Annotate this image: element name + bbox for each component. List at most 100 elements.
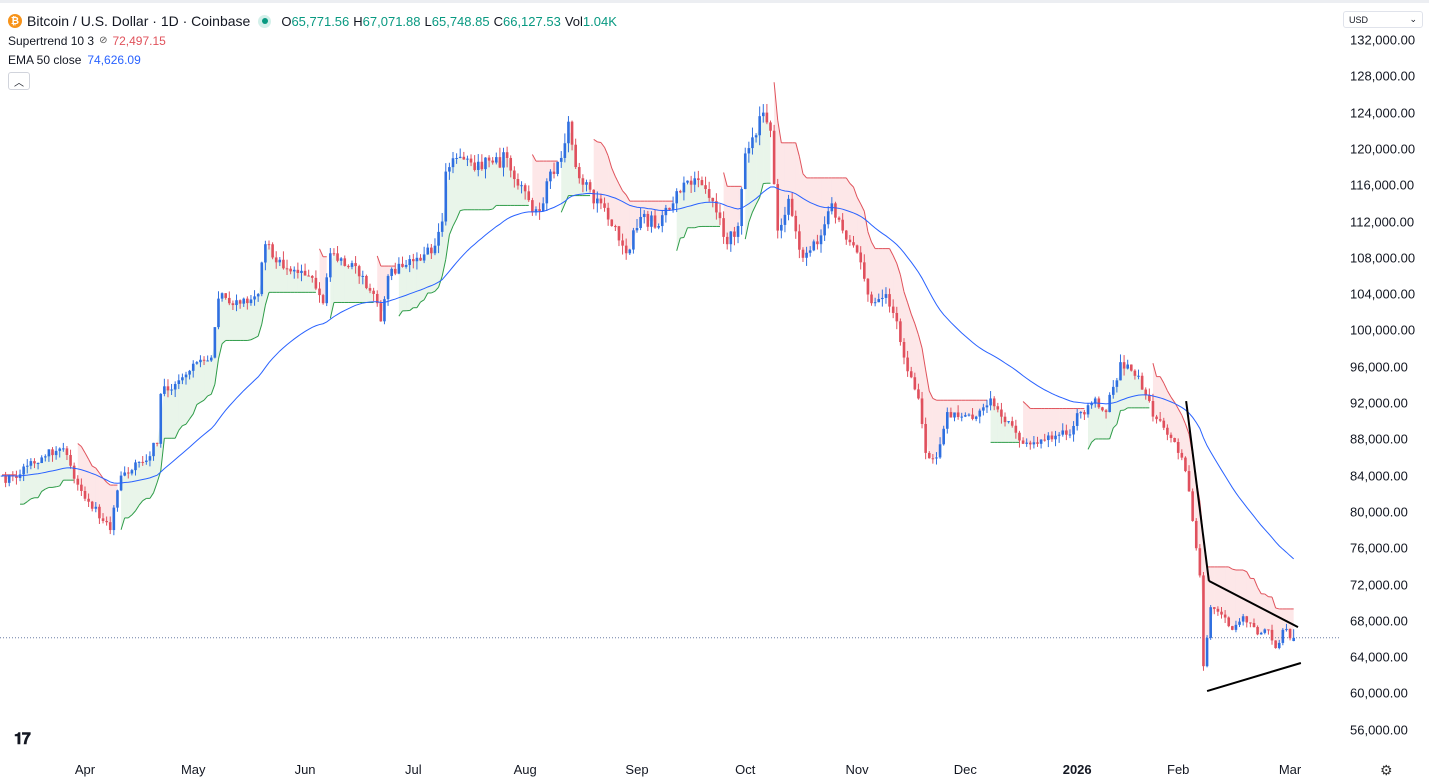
supertrend-fill: [471, 160, 475, 210]
supertrend-fill: [1041, 408, 1045, 442]
price-chart[interactable]: [0, 3, 1340, 751]
supertrend-fill: [849, 183, 854, 244]
collapse-legend-button[interactable]: ︿: [8, 72, 30, 90]
candle-body: [1115, 380, 1119, 387]
supertrend-fill: [1275, 607, 1280, 646]
market-status-icon[interactable]: [258, 14, 272, 28]
candle-body: [617, 226, 621, 241]
candle-body: [440, 221, 444, 232]
candle-body: [657, 226, 660, 228]
symbol-title[interactable]: Bitcoin / U.S. Dollar · 1D · Coinbase: [27, 13, 251, 29]
candle-body: [761, 112, 765, 117]
candle-body: [852, 242, 855, 246]
supertrend-fill: [1106, 403, 1110, 439]
candle-body: [873, 302, 877, 304]
candle-body: [516, 179, 520, 186]
supertrend-line-segment: [45, 486, 50, 490]
supertrend-line-segment: [77, 443, 82, 447]
candle-body: [1036, 442, 1039, 444]
indicator-ema[interactable]: EMA 50 close 74,626.09: [8, 50, 617, 69]
candle-body: [1184, 457, 1187, 472]
candle-body: [209, 357, 213, 361]
candle-body: [888, 294, 891, 307]
currency-select[interactable]: USD ⌄: [1343, 11, 1423, 28]
candle-body: [412, 259, 415, 262]
candle-body: [249, 299, 253, 304]
candle-body: [137, 461, 141, 463]
candle-body: [303, 270, 307, 276]
supertrend-line-segment: [1109, 427, 1114, 440]
candle-body: [855, 245, 859, 253]
supertrend-fill: [748, 142, 753, 223]
supertrend-line-segment: [452, 218, 458, 227]
candle-body: [671, 203, 675, 210]
candle-body: [455, 157, 458, 159]
candle-body: [101, 518, 105, 521]
candle-body: [401, 263, 404, 267]
supertrend-line-segment: [142, 497, 147, 502]
price-tick-label: 80,000.00: [1350, 504, 1408, 520]
supertrend-line-segment: [261, 304, 266, 325]
currency-value: USD: [1349, 14, 1369, 25]
supertrend-fill: [467, 159, 472, 210]
supertrend-fill: [1008, 421, 1013, 443]
candle-body: [1212, 607, 1216, 609]
supertrend-fill: [1167, 390, 1171, 437]
candle-body: [108, 522, 112, 531]
supertrend-fill: [1062, 408, 1067, 433]
supertrend-line-segment: [752, 204, 757, 213]
time-tick-label: Dec: [953, 762, 977, 777]
supertrend-line-segment: [853, 186, 858, 198]
price-tick-label: 64,000.00: [1350, 649, 1408, 665]
supertrend-fill: [1156, 376, 1161, 420]
supertrend-fill: [885, 248, 890, 301]
supertrend-fill: [597, 141, 601, 201]
trendline: [1208, 579, 1299, 629]
supertrend-fill: [701, 182, 706, 227]
supertrend-line-segment: [1026, 404, 1031, 409]
candle-body: [476, 161, 480, 170]
candle-body: [155, 442, 159, 444]
candle-body: [700, 180, 704, 186]
eye-slash-icon[interactable]: ⊘: [99, 35, 108, 46]
supertrend-fill: [48, 452, 53, 488]
supertrend-fill: [1098, 402, 1103, 439]
candle-body: [1267, 629, 1270, 631]
candle-body: [278, 259, 282, 263]
open-key: O: [281, 13, 292, 29]
supertrend-fill: [474, 165, 479, 210]
supertrend-line-segment: [84, 452, 90, 460]
supertrend-fill: [1250, 578, 1254, 626]
supertrend-line-segment: [860, 203, 865, 212]
candle-body: [624, 245, 628, 254]
candle-body: [188, 370, 191, 375]
supertrend-fill: [817, 177, 822, 243]
close-key: C: [493, 13, 503, 29]
candle-body: [502, 152, 505, 168]
indicator-supertrend[interactable]: Supertrend 10 3 ⊘ 72,497.15: [8, 31, 617, 50]
tradingview-logo[interactable]: 𝟏𝟕: [14, 731, 31, 748]
candle-body: [736, 226, 740, 237]
ema-50-line: [1, 186, 1294, 560]
supertrend-fill: [52, 452, 57, 488]
candle-body: [614, 226, 617, 228]
supertrend-fill: [615, 176, 619, 234]
candle-body: [246, 298, 249, 304]
supertrend-fill: [276, 259, 280, 293]
candle-body: [33, 461, 36, 464]
candle-body: [466, 158, 469, 160]
supertrend-fill: [1127, 366, 1132, 408]
candle-body: [354, 263, 357, 267]
candle-body: [1054, 435, 1057, 440]
supertrend-name: Supertrend 10 3: [8, 33, 95, 48]
supertrend-line-segment: [925, 369, 930, 392]
supertrend-line-segment: [744, 222, 750, 240]
high-value: 67,071.88: [362, 13, 421, 29]
supertrend-line-segment: [138, 500, 144, 506]
candle-body: [956, 412, 960, 418]
gear-icon[interactable]: ⚙: [1380, 762, 1393, 778]
candle-body: [549, 171, 552, 182]
candle-body: [1025, 442, 1028, 444]
candle-body: [253, 296, 256, 300]
candle-body: [422, 254, 426, 261]
